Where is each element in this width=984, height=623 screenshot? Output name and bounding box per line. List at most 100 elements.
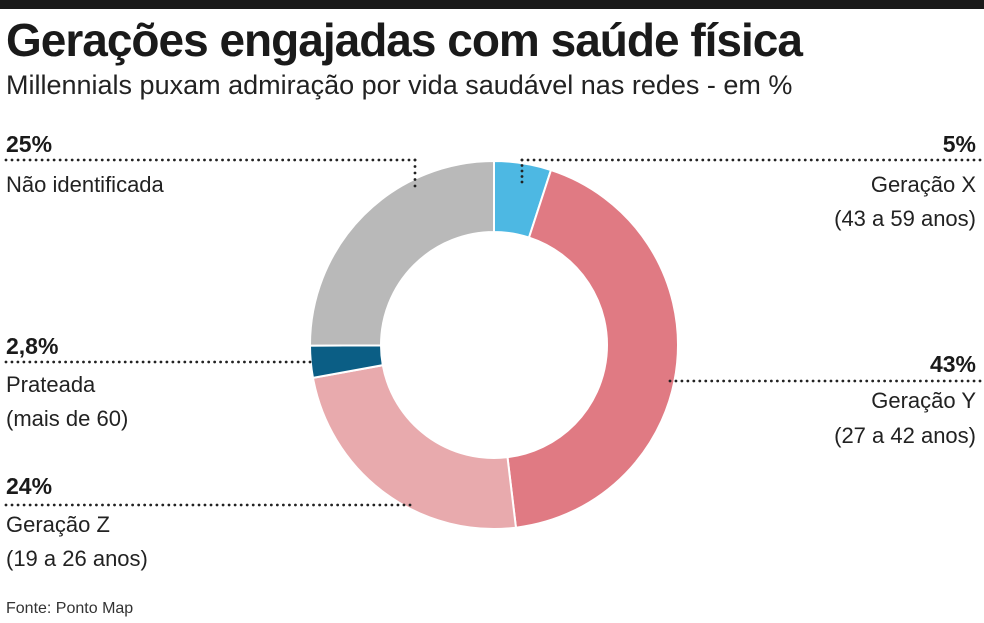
leader-dot — [383, 158, 387, 162]
leader-dot — [668, 379, 672, 383]
leader-dot — [906, 158, 910, 162]
leader-dot — [731, 158, 735, 162]
leader-dot — [787, 379, 791, 383]
leader-dot — [775, 379, 779, 383]
leader-dot — [396, 503, 400, 507]
leader-dot — [811, 379, 815, 383]
leader-dot — [550, 158, 554, 162]
slice-value-geracao-x: 5% — [942, 131, 976, 157]
leader-dot — [52, 158, 56, 162]
leader-dot — [227, 503, 231, 507]
leader-dot — [752, 379, 755, 383]
leader-dot — [10, 503, 14, 507]
leader-dot — [16, 158, 20, 162]
leader-dot — [197, 158, 200, 162]
leader-dot — [913, 379, 916, 383]
leader-dot — [781, 379, 785, 383]
leader-dot — [209, 503, 213, 507]
leader-dot — [58, 360, 62, 364]
leader-dot — [171, 360, 175, 364]
leader-dot — [10, 360, 14, 364]
leader-dot — [413, 171, 417, 175]
leader-dot — [10, 158, 14, 162]
chart-subtitle: Millennials puxam admiração por vida sau… — [6, 70, 793, 100]
leader-dot — [306, 503, 309, 507]
leader-dot — [817, 379, 821, 383]
leader-dot — [16, 503, 20, 507]
leader-dot — [130, 158, 134, 162]
leader-dot — [254, 360, 258, 364]
leader-dot — [623, 158, 626, 162]
leader-dot — [978, 379, 982, 383]
leader-dot — [191, 503, 195, 507]
leader-dot — [28, 360, 32, 364]
leader-dot — [833, 158, 837, 162]
leader-dot — [692, 379, 696, 383]
leader-dot — [871, 379, 875, 383]
leader-dot — [40, 503, 44, 507]
leader-dot — [201, 360, 205, 364]
leader-dot — [305, 158, 309, 162]
leader-dot — [197, 503, 201, 507]
leader-dot — [841, 379, 845, 383]
leader-dot — [740, 379, 743, 383]
leader-dot — [912, 158, 916, 162]
leader-dot — [22, 503, 26, 507]
leader-dot — [263, 503, 267, 507]
leader-dot — [713, 158, 717, 162]
leader-dot — [384, 503, 388, 507]
leader-dot — [215, 503, 219, 507]
leader-dot — [185, 158, 188, 162]
leader-dot — [167, 503, 171, 507]
source-note: Fonte: Ponto Map — [6, 600, 134, 617]
slice-label-nao-identificada: Não identificada — [6, 172, 164, 197]
leader-dot — [629, 158, 632, 162]
leader-dot — [930, 379, 934, 383]
leader-dot — [520, 164, 524, 167]
leader-dot — [266, 360, 270, 364]
leader-dot — [725, 158, 729, 162]
slice-label-prateada: Prateada — [6, 372, 96, 397]
leader-dot — [293, 158, 297, 162]
leader-dot — [707, 158, 711, 162]
leader-dot — [330, 503, 334, 507]
leader-dot — [173, 503, 177, 507]
leader-dot — [556, 158, 560, 162]
leader-dot — [520, 169, 524, 173]
leader-dot — [118, 158, 122, 162]
leader-dot — [889, 379, 892, 383]
leader-dot — [281, 503, 285, 507]
leader-dot — [22, 360, 26, 364]
leader-dot — [538, 158, 542, 162]
leader-dot — [34, 503, 38, 507]
leader-dot — [758, 379, 761, 383]
leader-dot — [402, 503, 406, 507]
leader-dot — [858, 158, 861, 162]
leader-dot — [395, 158, 399, 162]
leader-dot — [799, 379, 803, 383]
leader-dot — [82, 360, 85, 364]
leader-dot — [526, 158, 530, 162]
donut-slices — [308, 159, 679, 530]
leader-dot — [877, 379, 881, 383]
leader-dot — [141, 360, 145, 364]
leader-dot — [408, 503, 412, 507]
leader-dot — [864, 158, 867, 162]
leader-dot — [520, 175, 524, 178]
leader-dot — [221, 158, 224, 162]
leader-dot — [883, 379, 887, 383]
leader-dot — [52, 503, 56, 507]
leader-dot — [401, 158, 405, 162]
leader-dot — [930, 158, 934, 162]
slice-value-geracao-z: 24% — [6, 473, 53, 499]
leader-dot — [918, 158, 922, 162]
leader-dot — [686, 379, 690, 383]
leader-dot — [88, 360, 91, 364]
leader-dot — [179, 158, 182, 162]
leader-dot — [827, 158, 831, 162]
leader-lines — [4, 158, 982, 507]
leader-dot — [865, 379, 869, 383]
leader-dot — [112, 158, 116, 162]
leader-dot — [100, 158, 104, 162]
